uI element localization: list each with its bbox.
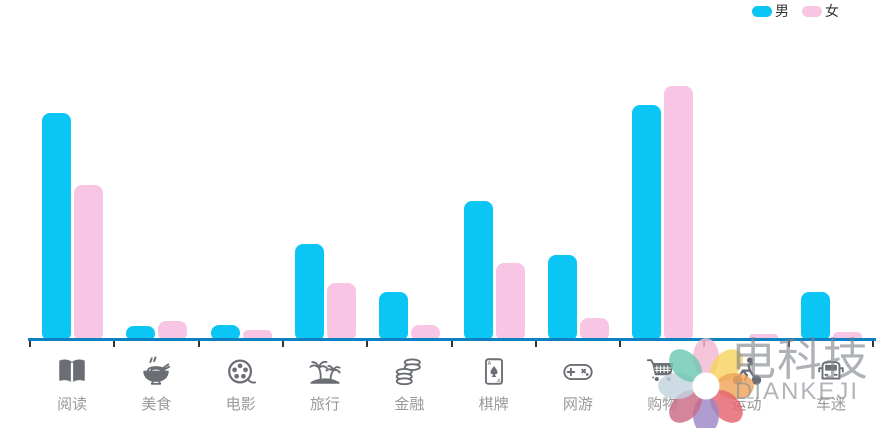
bar-男-旅行[interactable]	[295, 244, 325, 341]
bar-男-棋牌[interactable]	[463, 201, 493, 341]
axis-tick	[366, 341, 369, 347]
palm-island-icon	[282, 352, 368, 390]
legend-swatch-male	[752, 5, 772, 17]
category-阅读: 阅读	[29, 352, 115, 414]
cyclist-icon	[704, 352, 790, 390]
category-购物: 购物	[619, 352, 705, 414]
category-网游: 网游	[535, 352, 621, 414]
bar-女-棋牌[interactable]	[495, 263, 525, 341]
film-reel-icon	[198, 352, 284, 390]
bar-女-金融[interactable]	[411, 325, 441, 341]
category-label: 网游	[562, 396, 593, 413]
bar-女-阅读[interactable]	[74, 185, 104, 341]
category-label: 电影	[225, 396, 256, 413]
axis-tick	[787, 341, 790, 347]
bar-女-旅行[interactable]	[327, 283, 357, 341]
bar-男-车迷[interactable]	[800, 292, 830, 341]
legend-swatch-female	[802, 5, 822, 17]
category-电影: 电影	[198, 352, 284, 414]
bar-男-金融[interactable]	[379, 292, 409, 341]
bar-女-网游[interactable]	[579, 318, 609, 341]
axis-tick	[29, 341, 31, 347]
x-axis-line	[28, 338, 876, 341]
car-icon	[788, 352, 874, 390]
noodles-icon	[113, 352, 199, 390]
legend: 男 女	[752, 2, 839, 20]
svg-text:A: A	[497, 378, 501, 384]
bar-男-网游[interactable]	[547, 255, 577, 341]
bar-女-电影[interactable]	[242, 330, 272, 341]
axis-tick	[619, 341, 622, 347]
category-车迷: 车迷	[788, 352, 874, 414]
coins-icon	[366, 352, 452, 390]
axis-tick	[534, 341, 537, 347]
shopping-cart-icon	[619, 352, 705, 390]
book-icon	[29, 352, 115, 390]
category-金融: 金融	[366, 352, 452, 414]
gamepad-icon	[535, 352, 621, 390]
bar-女-车迷[interactable]	[832, 332, 862, 341]
bar-女-美食[interactable]	[158, 321, 188, 341]
axis-tick	[450, 341, 453, 347]
bar-男-阅读[interactable]	[42, 113, 72, 341]
category-运动: 运动	[704, 352, 790, 414]
category-label: 美食	[141, 396, 172, 413]
axis-tick	[703, 341, 706, 347]
axis-tick	[113, 341, 116, 347]
category-label: 购物	[647, 396, 678, 413]
category-label: 金融	[394, 396, 425, 413]
bar-女-购物[interactable]	[664, 86, 694, 341]
legend-label-male: 男	[775, 3, 789, 19]
axis-tick	[872, 341, 874, 347]
legend-item-male[interactable]: 男	[752, 1, 789, 21]
axis-tick	[281, 341, 284, 347]
category-label: 运动	[731, 396, 762, 413]
legend-label-female: 女	[825, 3, 839, 19]
category-label: 阅读	[57, 396, 88, 413]
legend-item-female[interactable]: 女	[802, 1, 839, 21]
axis-tick	[197, 341, 200, 347]
bar-男-购物[interactable]	[632, 105, 662, 341]
category-label: 棋牌	[478, 396, 509, 413]
category-美食: 美食	[113, 352, 199, 414]
category-棋牌: A A 棋牌	[451, 352, 537, 414]
category-label: 旅行	[310, 396, 341, 413]
category-label: 车迷	[815, 396, 846, 413]
bar-男-美食[interactable]	[126, 326, 156, 341]
category-旅行: 旅行	[282, 352, 368, 414]
bar-女-运动[interactable]	[748, 334, 778, 341]
svg-text:A: A	[487, 361, 491, 367]
bar-男-电影[interactable]	[210, 325, 240, 341]
